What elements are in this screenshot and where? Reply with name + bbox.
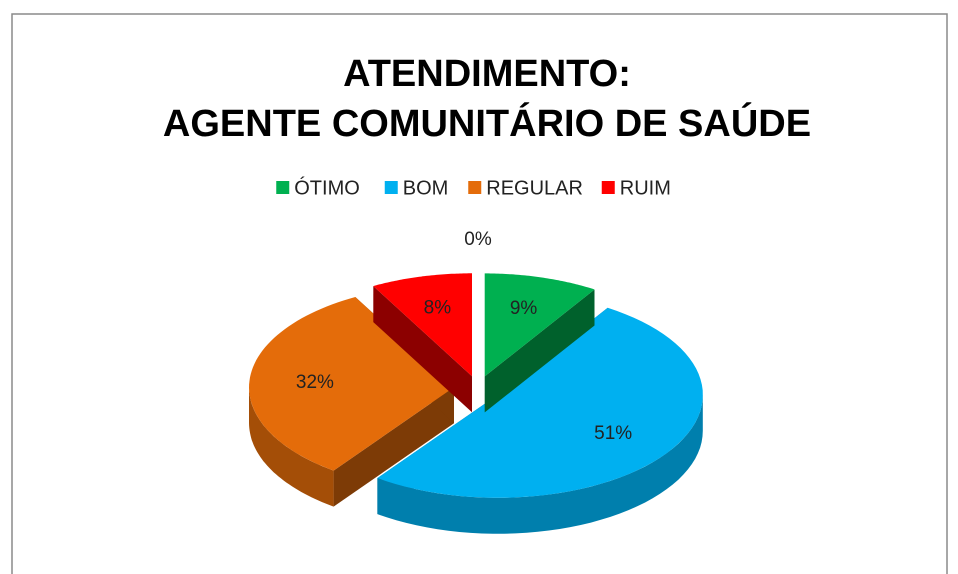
data-label: 0% (464, 229, 492, 250)
pie-slice (377, 307, 703, 534)
chart-title-line-2: AGENTE COMUNITÁRIO DE SAÚDE (163, 101, 811, 145)
pie-slice (484, 273, 595, 413)
data-label: 51% (594, 423, 632, 444)
chart-title-line-1: ATENDIMENTO: (343, 53, 631, 95)
legend-swatch (384, 181, 398, 194)
data-label: 32% (296, 372, 334, 393)
pie-slice-top (484, 273, 595, 377)
data-label: 8% (424, 297, 452, 318)
legend-label: ÓTIMO (294, 176, 360, 199)
pie-slice-top (377, 307, 703, 498)
slice-wall (333, 387, 454, 507)
slice-wall (373, 286, 472, 413)
legend-label: BOM (403, 177, 449, 199)
legend-swatch (601, 181, 615, 194)
slice-wall (484, 289, 595, 413)
slice-side (377, 394, 703, 534)
data-label: 9% (510, 298, 538, 319)
legend-label: REGULAR (486, 177, 583, 199)
legend-swatch (276, 181, 290, 194)
legend-label: RUIM (620, 177, 671, 199)
pie-slice-top (373, 273, 472, 377)
legend-swatch (468, 181, 482, 194)
slice-side (249, 387, 334, 507)
pie-slice (373, 273, 472, 413)
